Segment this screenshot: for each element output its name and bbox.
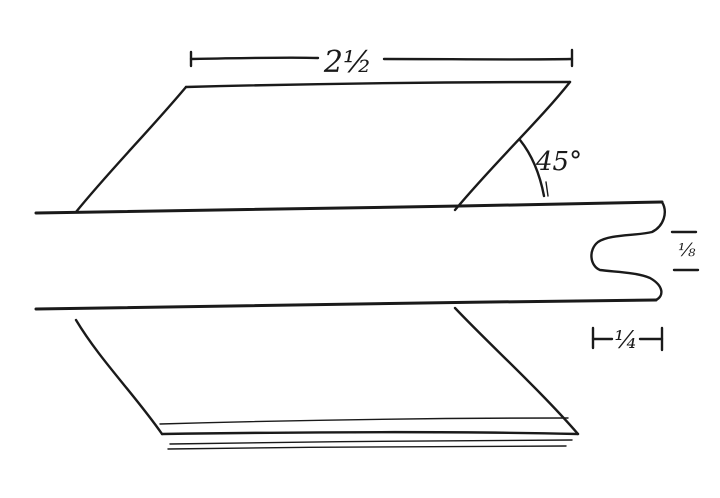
top-fin [74, 80, 572, 214]
arrow-shaft [34, 200, 666, 311]
fin-width-label: 2½ [323, 45, 372, 80]
fin-width-dimension [189, 48, 574, 68]
notch-width-dimension [591, 326, 664, 352]
notch-depth-label: ⅛ [678, 240, 696, 261]
nock-notch [590, 200, 666, 302]
bottom-fin [74, 306, 580, 450]
notch-width-label: ¼ [614, 326, 637, 354]
notch-depth-dimension [670, 230, 700, 272]
angle-indicator [518, 138, 549, 198]
angle-label: 45° [535, 147, 582, 177]
